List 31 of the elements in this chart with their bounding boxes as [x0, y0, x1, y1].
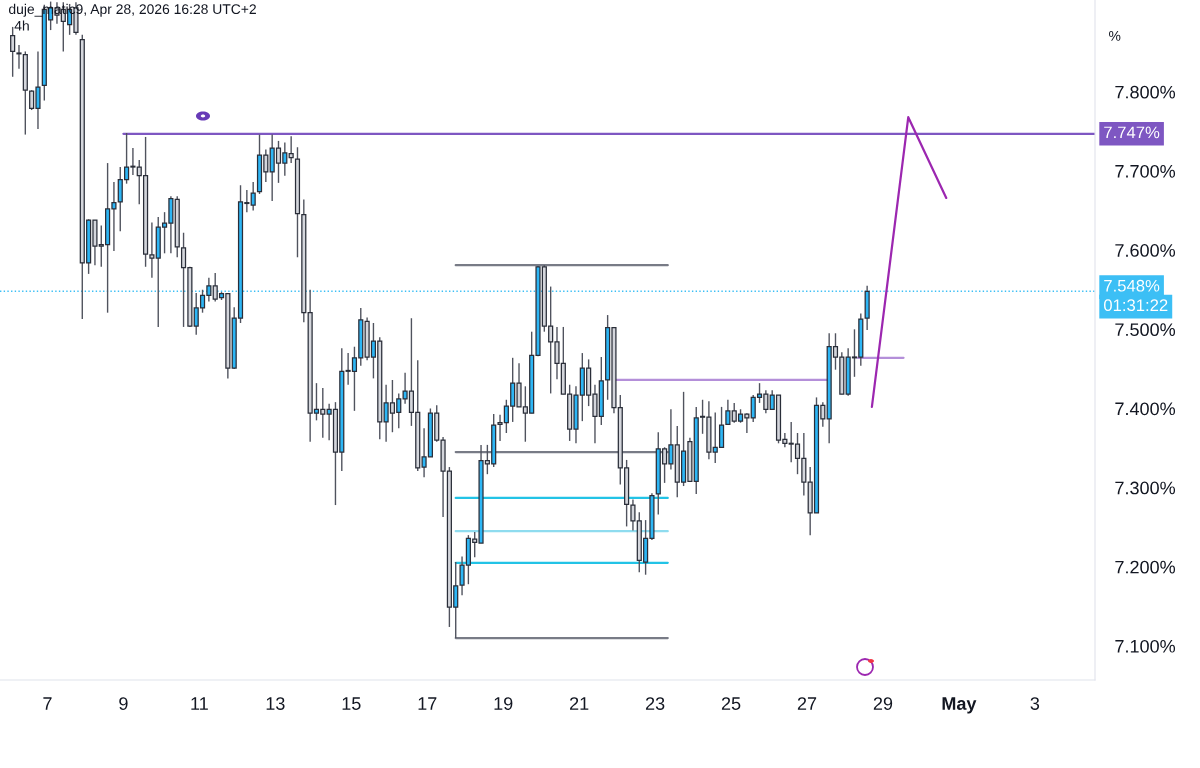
x-tick-label: May — [942, 697, 977, 714]
candlestick — [10, 26, 16, 78]
text: 4h — [14, 20, 29, 31]
x-tick-label: 25 — [721, 697, 741, 710]
y-tick-label: 7.100% — [1115, 639, 1176, 653]
candlestick — [250, 181, 256, 212]
y-tick-label: 7.800% — [1115, 85, 1176, 99]
candlestick — [288, 135, 294, 164]
x-tick-label: 7 — [43, 697, 52, 710]
x-tick-label: 29 — [873, 697, 893, 710]
x-tick-label: 13 — [266, 697, 285, 710]
y-tick-label: 7.700% — [1115, 164, 1176, 178]
x-tick-label: 23 — [645, 697, 665, 710]
x-tick-label: 27 — [797, 697, 817, 710]
y-axis-title: % — [1109, 31, 1121, 41]
x-tick-label: 21 — [570, 697, 589, 710]
y-tick-label: 7.300% — [1115, 481, 1176, 495]
x-tick-label: 11 — [191, 697, 208, 710]
x-tick-label: 19 — [494, 697, 513, 710]
y-tick-label: 7.600% — [1115, 244, 1176, 257]
y-tick-label: 7.200% — [1115, 560, 1176, 574]
candlestick — [16, 44, 22, 70]
text: 7.747% — [1104, 126, 1160, 139]
y-tick-label: 7.500% — [1115, 323, 1176, 337]
x-tick-label: 9 — [119, 697, 128, 710]
x-tick-label: 15 — [342, 697, 361, 710]
x-tick-label: 17 — [418, 697, 437, 710]
ref-line-label: 7.548% — [1104, 279, 1160, 292]
x-tick-label: 3 — [1030, 697, 1040, 710]
y-tick-label: 7.400% — [1115, 402, 1176, 416]
text: 01:31:22 — [1103, 299, 1168, 312]
